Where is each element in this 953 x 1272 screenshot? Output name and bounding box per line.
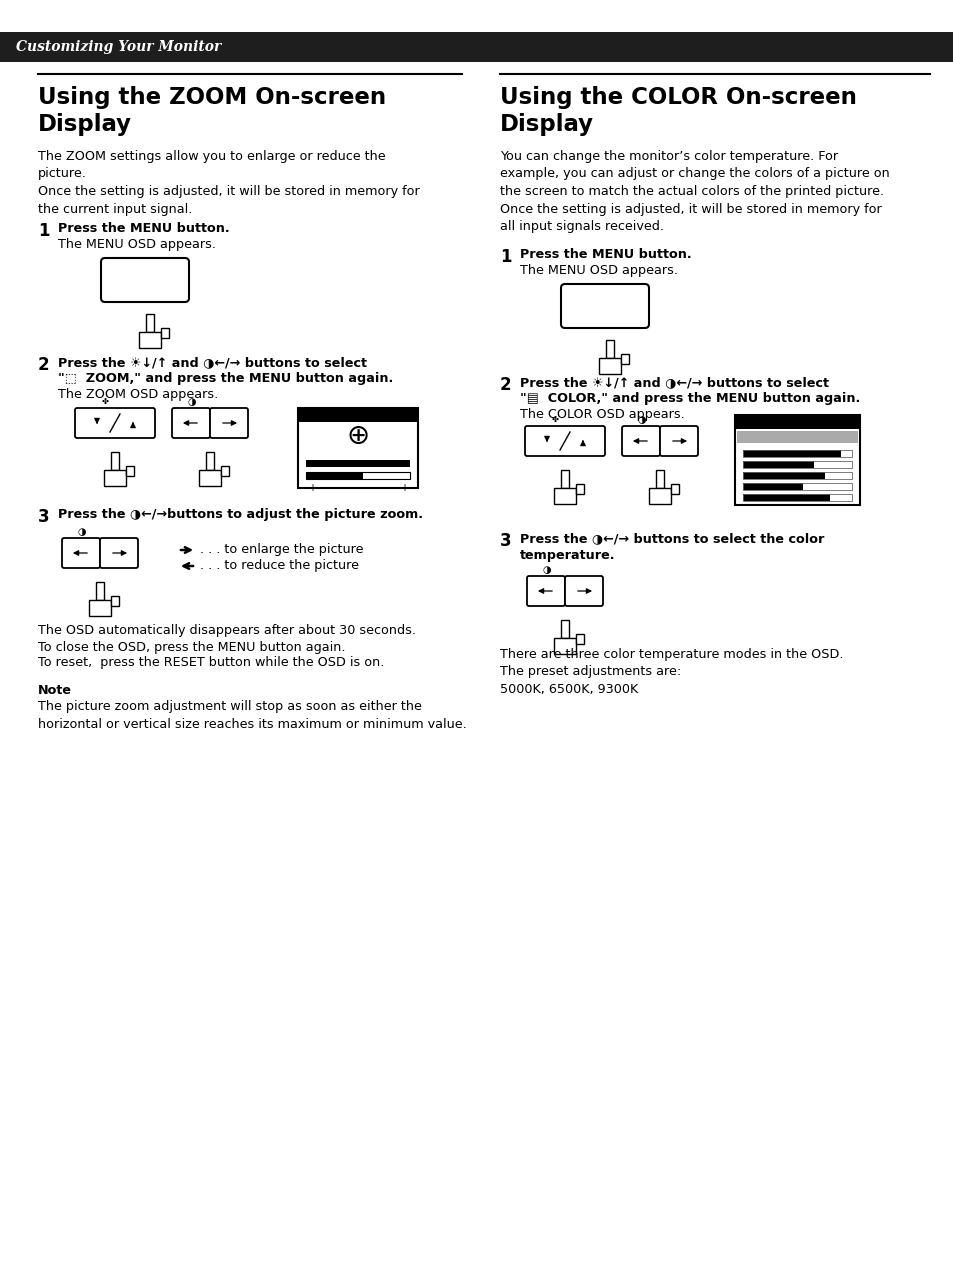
Text: Using the COLOR On-screen: Using the COLOR On-screen — [499, 86, 856, 109]
Text: 2: 2 — [38, 356, 50, 374]
Bar — [146, 314, 153, 332]
Bar — [742, 460, 851, 468]
FancyBboxPatch shape — [560, 284, 648, 328]
Text: ✤: ✤ — [101, 398, 109, 407]
Text: 3: 3 — [38, 508, 50, 527]
Text: Press the ☀↓/↑ and ◑←/→ buttons to select: Press the ☀↓/↑ and ◑←/→ buttons to selec… — [519, 377, 828, 389]
Bar — [306, 460, 410, 467]
Bar — [221, 466, 229, 476]
Bar — [111, 597, 119, 605]
FancyBboxPatch shape — [659, 426, 698, 455]
Bar — [297, 408, 417, 488]
Text: Display: Display — [499, 113, 594, 136]
Bar — [297, 408, 417, 422]
Text: . . . to reduce the picture: . . . to reduce the picture — [200, 560, 358, 572]
Bar — [126, 466, 133, 476]
FancyBboxPatch shape — [524, 426, 604, 455]
Text: ✤: ✤ — [551, 416, 558, 425]
Bar — [139, 332, 161, 349]
Bar — [560, 469, 568, 488]
Bar — [742, 472, 851, 480]
Bar — [742, 483, 851, 490]
Bar — [96, 583, 104, 600]
Text: Press the MENU button.: Press the MENU button. — [58, 223, 230, 235]
Bar — [742, 472, 824, 480]
Bar — [306, 472, 363, 480]
Bar — [620, 354, 628, 364]
Text: The OSD automatically disappears after about 30 seconds.
To close the OSD, press: The OSD automatically disappears after a… — [38, 625, 416, 655]
Text: The picture zoom adjustment will stop as soon as either the
horizontal or vertic: The picture zoom adjustment will stop as… — [38, 700, 466, 730]
Text: ⊕: ⊕ — [346, 422, 369, 450]
Text: ◑: ◑ — [542, 565, 551, 575]
FancyBboxPatch shape — [210, 408, 248, 438]
FancyBboxPatch shape — [621, 426, 659, 455]
Bar — [199, 469, 221, 486]
Bar — [104, 469, 126, 486]
Bar — [161, 328, 169, 338]
Text: "⬚  ZOOM," and press the MENU button again.: "⬚ ZOOM," and press the MENU button agai… — [58, 371, 393, 385]
Text: +: + — [399, 483, 408, 494]
Bar — [742, 494, 851, 501]
FancyBboxPatch shape — [526, 576, 564, 605]
Bar — [554, 639, 576, 654]
Bar — [742, 460, 813, 468]
Bar — [734, 415, 859, 429]
FancyBboxPatch shape — [75, 408, 154, 438]
Text: The MENU OSD appears.: The MENU OSD appears. — [519, 265, 678, 277]
FancyBboxPatch shape — [101, 258, 189, 301]
Bar — [605, 340, 614, 357]
Text: 1: 1 — [499, 248, 511, 266]
Text: 2: 2 — [499, 377, 511, 394]
Text: 1: 1 — [38, 223, 50, 240]
Bar — [0, 32, 953, 62]
Text: The ZOOM OSD appears.: The ZOOM OSD appears. — [58, 388, 218, 401]
Bar — [89, 600, 111, 616]
Text: Note: Note — [38, 684, 71, 697]
Bar — [576, 485, 583, 494]
Bar — [554, 488, 576, 504]
Bar — [648, 488, 670, 504]
FancyBboxPatch shape — [564, 576, 602, 605]
Text: The ZOOM settings allow you to enlarge or reduce the
picture.
Once the setting i: The ZOOM settings allow you to enlarge o… — [38, 150, 419, 215]
Text: . . . to enlarge the picture: . . . to enlarge the picture — [200, 543, 363, 557]
Text: The COLOR OSD appears.: The COLOR OSD appears. — [519, 408, 684, 421]
Text: Using the ZOOM On-screen: Using the ZOOM On-screen — [38, 86, 386, 109]
Text: Press the ☀↓/↑ and ◑←/→ buttons to select: Press the ☀↓/↑ and ◑←/→ buttons to selec… — [58, 356, 367, 369]
Text: ◑: ◑ — [188, 397, 196, 407]
Text: The MENU OSD appears.: The MENU OSD appears. — [58, 238, 215, 251]
Text: You can change the monitor’s color temperature. For
example, you can adjust or c: You can change the monitor’s color tempe… — [499, 150, 889, 233]
Bar — [560, 619, 568, 639]
Text: Display: Display — [38, 113, 132, 136]
Bar — [742, 450, 841, 457]
FancyBboxPatch shape — [62, 538, 100, 569]
Bar — [111, 452, 119, 469]
FancyBboxPatch shape — [172, 408, 210, 438]
Text: 3: 3 — [499, 532, 511, 550]
Bar — [737, 431, 857, 443]
Text: "▤  COLOR," and press the MENU button again.: "▤ COLOR," and press the MENU button aga… — [519, 392, 860, 404]
Bar — [598, 357, 620, 374]
Bar — [656, 469, 663, 488]
FancyBboxPatch shape — [100, 538, 138, 569]
Bar — [576, 633, 583, 644]
Text: Customizing Your Monitor: Customizing Your Monitor — [16, 39, 221, 53]
Bar — [734, 415, 859, 505]
Text: ◑: ◑ — [638, 415, 645, 425]
Bar — [670, 485, 679, 494]
Text: To reset,  press the RESET button while the OSD is on.: To reset, press the RESET button while t… — [38, 656, 384, 669]
Bar — [206, 452, 213, 469]
Bar — [306, 472, 410, 480]
Text: ◑: ◑ — [77, 527, 86, 537]
Bar — [742, 494, 829, 501]
Text: +: + — [308, 483, 315, 494]
Text: Press the ◑←/→ buttons to select the color
temperature.: Press the ◑←/→ buttons to select the col… — [519, 532, 823, 562]
Text: There are three color temperature modes in the OSD.
The preset adjustments are:
: There are three color temperature modes … — [499, 647, 842, 696]
Text: Press the MENU button.: Press the MENU button. — [519, 248, 691, 261]
Text: Press the ◑←/→buttons to adjust the picture zoom.: Press the ◑←/→buttons to adjust the pict… — [58, 508, 422, 522]
Bar — [742, 450, 851, 457]
Bar — [742, 483, 802, 490]
